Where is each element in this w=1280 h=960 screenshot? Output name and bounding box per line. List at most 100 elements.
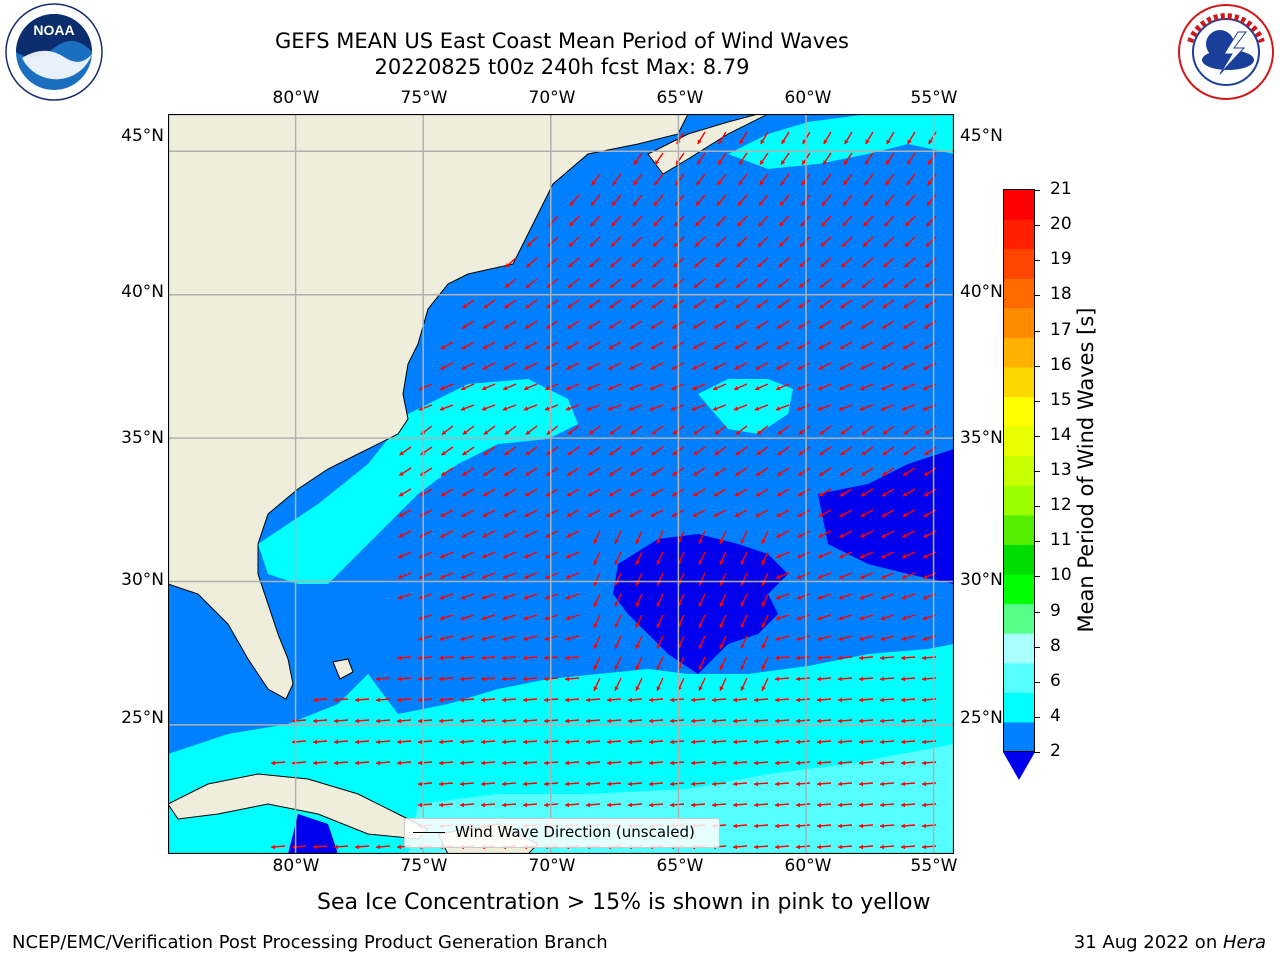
wind-arrow-head — [863, 221, 868, 227]
wind-arrow-head — [880, 760, 885, 766]
wind-arrow-head — [880, 655, 885, 661]
wind-arrow-head — [651, 450, 657, 456]
map-frame — [167, 113, 955, 855]
wind-arrow-head — [718, 139, 723, 144]
wind-arrow-head — [714, 430, 720, 435]
wind-arrow-head — [902, 533, 907, 538]
wind-arrow-head — [736, 242, 742, 247]
wind-arrow-head — [838, 676, 843, 682]
wind-arrow-head — [587, 512, 593, 517]
wind-arrow-head — [817, 739, 822, 745]
wind-arrows — [270, 131, 937, 850]
wind-arrow-head — [544, 697, 549, 703]
wind-arrow-head — [440, 554, 445, 559]
wind-arrow-head — [818, 365, 823, 370]
wind-arrow-head — [439, 739, 444, 745]
wind-arrow-head — [608, 344, 614, 350]
wind-arrow-head — [614, 560, 619, 565]
wind-arrow-head — [634, 160, 639, 165]
wind-arrow-head — [880, 781, 885, 787]
wind-arrow-head — [504, 450, 510, 456]
wind-arrow-head — [719, 539, 724, 544]
wind-arrow-head — [712, 718, 717, 724]
wind-arrow-head — [524, 365, 529, 370]
wind-arrow-head — [817, 406, 823, 411]
wind-arrow-head — [656, 581, 661, 586]
wind-arrow-head — [481, 718, 486, 724]
wind-arrow-head — [525, 283, 531, 288]
wind-arrow-head — [881, 533, 886, 538]
wind-arrow-head — [735, 450, 741, 456]
wind-arrow-head — [776, 492, 782, 497]
wind-arrow-head — [523, 636, 528, 641]
wind-arrow-head — [775, 676, 780, 682]
wind-arrow-head — [902, 554, 907, 559]
wind-arrow-head — [754, 718, 759, 724]
wind-arrow-head — [798, 303, 804, 309]
wind-arrow-head — [567, 450, 573, 456]
wind-arrow-head — [818, 533, 823, 538]
wind-arrow-head — [544, 802, 549, 808]
wind-arrow-head — [419, 574, 424, 579]
wind-arrow-head — [923, 492, 929, 497]
wind-arrow-head — [903, 430, 909, 435]
wind-arrow-head — [566, 574, 571, 579]
wind-arrow-head — [630, 303, 636, 309]
wind-arrow-head — [440, 533, 445, 538]
wind-arrow-head — [672, 450, 678, 456]
lon-tick-bottom: 75°W — [400, 856, 448, 876]
wind-arrow-head — [733, 844, 738, 850]
wind-arrow-head — [716, 221, 721, 227]
wind-arrow-head — [922, 760, 927, 766]
wind-arrow-head — [713, 512, 719, 517]
wind-arrow-head — [883, 242, 889, 247]
wind-arrow-head — [313, 739, 318, 745]
wind-arrow-head — [651, 303, 657, 309]
wind-arrow-head — [629, 365, 634, 370]
wind-arrow-head — [461, 365, 466, 370]
wind-arrow-head — [698, 686, 703, 691]
wind-arrow-head — [839, 533, 844, 538]
lat-tick-left: 35°N — [121, 428, 164, 448]
wind-arrow-head — [841, 262, 846, 268]
wind-arrow-head — [593, 686, 598, 691]
wind-arrow-head — [798, 471, 803, 476]
wind-arrow-head — [838, 781, 843, 787]
colorbar-cell — [1004, 633, 1034, 664]
wind-arrow-head — [780, 180, 785, 186]
wind-arrow-head — [712, 739, 717, 745]
wind-arrow-head — [586, 781, 591, 787]
wind-arrow-head — [881, 574, 886, 579]
wind-arrow-head — [796, 615, 802, 621]
wind-arrow-head — [861, 450, 867, 456]
wind-arrow-head — [656, 539, 661, 544]
land-north-america — [168, 114, 689, 700]
wind-arrow-head — [779, 201, 785, 206]
lon-tick-top: 60°W — [784, 88, 832, 108]
wind-arrow-head — [418, 676, 423, 682]
wind-arrow-head — [567, 303, 573, 309]
wind-arrow-head — [796, 760, 801, 766]
wind-arrow-head — [591, 180, 596, 186]
wind-arrow-head — [842, 201, 848, 206]
wind-arrow-head — [740, 581, 745, 586]
wind-arrow-head — [418, 406, 424, 411]
wind-arrow-head — [923, 385, 928, 391]
wind-arrow-head — [716, 201, 722, 206]
wind-arrow-head — [818, 344, 824, 350]
wind-arrow-head — [651, 430, 657, 435]
wind-arrow-head — [761, 602, 766, 607]
wind-arrow-head — [761, 644, 766, 649]
wind-arrow-head — [712, 781, 717, 787]
wind-arrow-head — [544, 655, 549, 661]
wind-arrow-head — [713, 344, 719, 350]
colorbar-cell — [1004, 278, 1034, 309]
colorbar-tick-mark — [1034, 681, 1040, 683]
wind-arrow-head — [839, 574, 844, 579]
wind-arrow-head — [717, 180, 722, 186]
wind-arrow-head — [776, 385, 781, 391]
wind-arrow-head — [569, 221, 574, 227]
wind-arrow-head — [859, 781, 864, 787]
wind-arrow-head — [672, 324, 677, 329]
wind-arrow-head — [545, 492, 551, 497]
